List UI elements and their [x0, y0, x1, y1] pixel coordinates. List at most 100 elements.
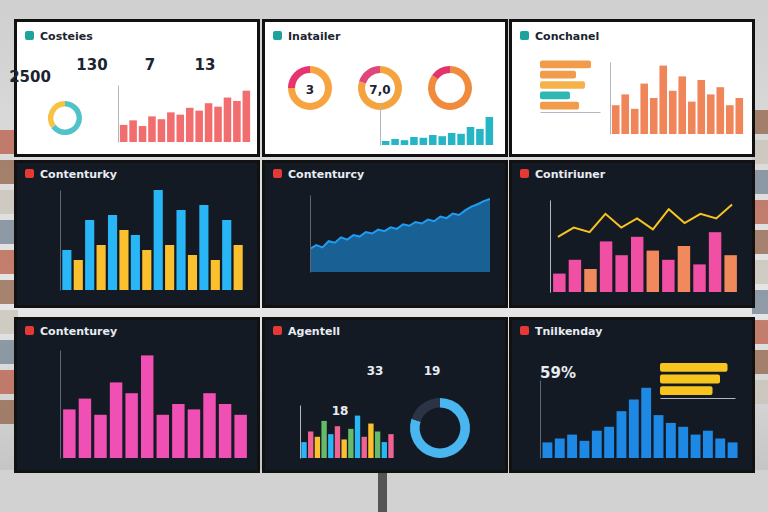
area [310, 199, 490, 272]
screen [14, 317, 260, 473]
bar [85, 220, 94, 290]
bar [172, 404, 184, 458]
bar [567, 435, 577, 458]
bar [224, 98, 232, 142]
screen [509, 160, 755, 308]
plot [301, 416, 393, 458]
bar [321, 421, 326, 458]
bar [186, 108, 194, 142]
bar [388, 434, 393, 458]
bar [167, 112, 175, 142]
annotation: 33 [367, 364, 384, 378]
bar [726, 105, 734, 134]
axis-line [661, 398, 736, 399]
bar [211, 260, 220, 290]
bar [580, 441, 590, 458]
bar [660, 363, 728, 372]
bar [540, 61, 591, 69]
slice [410, 398, 470, 458]
plot [612, 66, 743, 134]
bar [301, 442, 306, 458]
annotation: 7,0 [369, 83, 390, 97]
bar [688, 102, 696, 134]
bar [158, 119, 166, 142]
chart-title: Contenturky [40, 168, 117, 181]
plot [62, 190, 242, 290]
y-axis [60, 191, 61, 291]
bar [79, 399, 91, 458]
background [0, 0, 768, 512]
bar [219, 404, 231, 458]
annotation: 2500 [9, 68, 51, 86]
bar [448, 133, 456, 145]
screen [262, 160, 508, 308]
bar [604, 427, 614, 458]
bar [214, 107, 222, 142]
axis-line [540, 381, 541, 459]
bar [119, 230, 128, 290]
floor [0, 470, 768, 512]
bar [654, 415, 664, 458]
annotation: 130 [76, 56, 107, 74]
bar [703, 431, 713, 458]
bar [391, 139, 399, 145]
title-icon [25, 326, 34, 335]
bar [438, 136, 446, 145]
pie [288, 66, 332, 110]
bar [592, 431, 602, 458]
bar [195, 111, 203, 142]
bar [555, 439, 565, 459]
annotation: 13 [195, 56, 216, 74]
bar [74, 260, 83, 290]
bar [640, 84, 648, 134]
y-axis [540, 381, 541, 459]
bar [205, 103, 213, 142]
bar [94, 415, 106, 458]
bar [410, 137, 418, 145]
bar [540, 81, 585, 89]
chart-title: Contenturey [40, 325, 117, 338]
bar [188, 409, 200, 458]
bar [615, 255, 627, 292]
pie [428, 66, 472, 110]
bar [148, 116, 156, 142]
screen [14, 160, 260, 308]
bar [716, 87, 724, 134]
screen-face [17, 22, 257, 154]
bar [709, 232, 721, 292]
plot [540, 61, 591, 110]
bar [382, 442, 387, 458]
line [310, 199, 490, 249]
axis-line [380, 106, 381, 146]
screen-face [17, 320, 257, 470]
bar [341, 439, 346, 458]
bar [476, 129, 484, 145]
y-axis [610, 63, 611, 135]
pole [378, 470, 387, 512]
bar [355, 416, 360, 458]
screen-face [265, 163, 505, 305]
bar [429, 135, 437, 145]
bar [660, 386, 713, 395]
bar [678, 76, 686, 134]
slice [411, 398, 440, 422]
bar [139, 126, 147, 142]
slice [288, 66, 310, 88]
bar [308, 432, 313, 459]
plot [310, 199, 490, 272]
bar [222, 220, 231, 290]
axis-line [60, 351, 61, 459]
bar [110, 382, 122, 458]
bar [125, 393, 137, 458]
y-axis [118, 86, 119, 143]
title-icon [25, 169, 34, 178]
bar [693, 264, 705, 292]
bar [142, 250, 151, 290]
bar [629, 400, 639, 459]
title-icon [273, 169, 282, 178]
bar [678, 427, 688, 458]
bar [621, 94, 629, 134]
bar [97, 245, 106, 290]
screen [509, 317, 755, 473]
title-icon [520, 169, 529, 178]
